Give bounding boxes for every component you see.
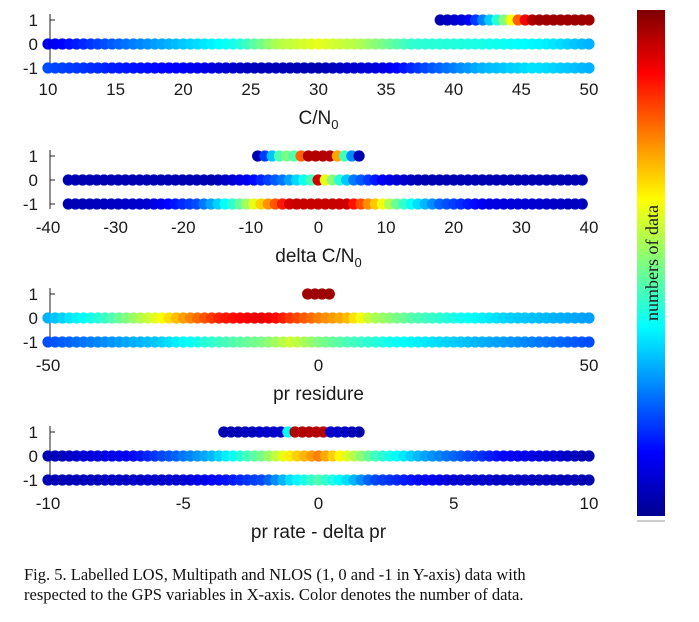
data-point — [583, 450, 595, 462]
colorbar-label: numbers of data — [642, 205, 662, 321]
subplot-pr-residure: 1 0 -1 -50 0 50 pr residure — [23, 285, 599, 405]
x-tick-label: 15 — [106, 80, 125, 99]
x-axis-label: delta C/N0 — [275, 246, 361, 270]
caption-line-2: respected to the GPS variables in X-axis… — [24, 585, 524, 604]
data-point — [353, 150, 365, 162]
x-tick-label: 10 — [580, 494, 599, 513]
data-point — [323, 288, 335, 300]
x-tick-label: 45 — [512, 80, 531, 99]
y-tick-label: 1 — [29, 147, 38, 166]
x-tick-label: 0 — [314, 218, 323, 237]
x-tick-label: 0 — [314, 356, 323, 375]
data-point — [583, 14, 595, 26]
x-tick-label: -5 — [176, 494, 191, 513]
colorbar: numbers of data — [637, 10, 665, 522]
x-tick-label: 25 — [241, 80, 260, 99]
x-tick-label: 0 — [314, 494, 323, 513]
data-point — [576, 174, 588, 186]
x-tick-label: 40 — [444, 80, 463, 99]
x-tick-label: 35 — [377, 80, 396, 99]
x-tick-label: 10 — [39, 80, 58, 99]
data-point — [583, 38, 595, 50]
data-point — [583, 62, 595, 74]
y-tick-label: 0 — [29, 35, 38, 54]
y-tick-label: 0 — [29, 171, 38, 190]
data-point — [583, 336, 595, 348]
x-tick-label: -30 — [103, 218, 128, 237]
data-point — [576, 198, 588, 210]
y-tick-label: 0 — [29, 309, 38, 328]
subplot-cn0: 10-110 15 20 25 30 35 40 45 50C/N0 — [23, 11, 599, 132]
colorbar-gradient — [637, 10, 665, 516]
x-tick-label: 40 — [580, 218, 599, 237]
x-tick-label: 10 — [377, 218, 396, 237]
data-point — [353, 426, 365, 438]
x-tick-label: 5 — [449, 494, 458, 513]
x-tick-label: 50 — [580, 356, 599, 375]
figure: 10-110 15 20 25 30 35 40 45 50C/N0 10-1-40 -30 -20… — [23, 10, 665, 543]
x-axis-label: pr residure — [273, 384, 364, 405]
y-tick-label: -1 — [23, 195, 38, 214]
x-tick-label: -10 — [36, 494, 61, 513]
x-tick-label: 20 — [174, 80, 193, 99]
caption-line-1: Fig. 5. Labelled LOS, Multipath and NLOS… — [24, 565, 526, 584]
y-tick-label: 1 — [29, 423, 38, 442]
x-tick-label: 30 — [309, 80, 328, 99]
y-tick-label: 0 — [29, 447, 38, 466]
x-tick-label: -20 — [171, 218, 196, 237]
y-tick-label: 1 — [29, 11, 38, 30]
x-tick-label: 30 — [512, 218, 531, 237]
y-tick-label: -1 — [23, 59, 38, 78]
data-point — [583, 312, 595, 324]
data-point — [583, 474, 595, 486]
y-tick-label: -1 — [23, 333, 38, 352]
x-tick-label: 50 — [580, 80, 599, 99]
x-tick-label: -40 — [36, 218, 61, 237]
x-tick-label: -10 — [239, 218, 264, 237]
x-axis-label: pr rate - delta pr — [251, 522, 387, 543]
x-tick-label: 20 — [444, 218, 463, 237]
x-axis-label: C/N0 — [299, 108, 339, 132]
figure-caption: Fig. 5. Labelled LOS, Multipath and NLOS… — [24, 565, 684, 605]
y-tick-label: 1 — [29, 285, 38, 304]
y-tick-label: -1 — [23, 471, 38, 490]
x-tick-label: -50 — [36, 356, 61, 375]
